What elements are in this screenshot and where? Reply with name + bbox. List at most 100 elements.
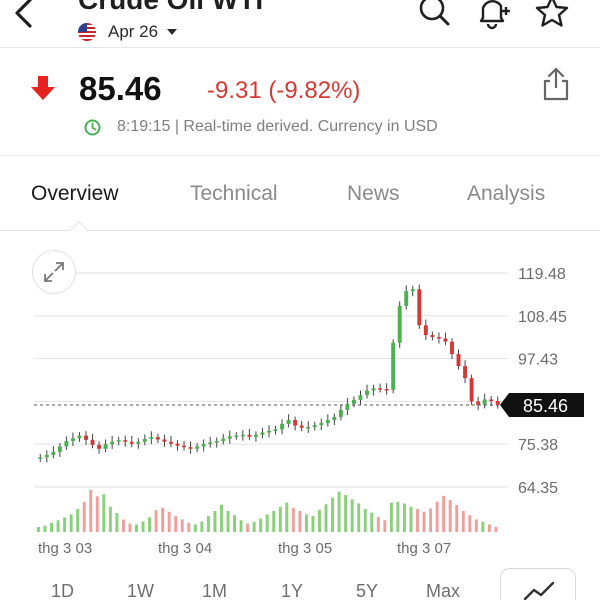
candle-body [417,289,422,326]
volume-bar [291,507,295,532]
volume-bar [344,495,348,532]
realtime-text: 8:19:15 | Real-time derived. Currency in… [117,118,438,135]
down-arrow-icon [31,76,55,100]
volume-bar [95,496,99,532]
volume-bar [448,500,452,532]
volume-bar [135,524,138,532]
candle-body [129,441,134,444]
volume-bar [233,515,236,532]
volume-bar [318,510,321,532]
x-tick-label: thg 3 04 [158,540,212,557]
candle-body [221,438,226,442]
volume-bar [141,521,145,532]
candle-body [423,325,428,336]
volume-bar [468,515,472,532]
candle-body [97,444,102,449]
volume-bar [82,501,86,532]
candle-body [77,435,82,439]
tab-technical[interactable]: Technical [190,182,278,205]
range-1w[interactable]: 1W [127,581,154,600]
candle-body [70,438,75,442]
range-max[interactable]: Max [426,581,461,600]
candle-body [84,435,88,440]
tab-analysis[interactable]: Analysis [467,182,546,205]
chevron-down-icon [167,29,178,35]
last-price: 85.46 [79,70,162,107]
volume-bar [402,503,406,532]
share-icon[interactable] [538,66,574,102]
candle-body [214,441,219,443]
volume-bar [239,520,243,532]
candle-body [116,440,121,442]
quote-summary: 85.46 -9.31 (-9.82%) 8:19:15 | Real-time… [0,48,600,156]
expand-chart-button[interactable] [32,250,76,294]
volume-bar [363,508,367,532]
volume-bar [278,506,282,532]
candle-body [371,388,376,391]
volume-bar [246,523,250,532]
candle-body [247,434,252,437]
volume-bar [219,504,223,532]
candle-body [286,420,291,424]
volume-bar [311,516,315,532]
volume-bar [272,511,276,532]
volume-bar [76,508,80,532]
price-change: -9.31 (-9.82%) [207,77,361,104]
candle-body [44,454,49,458]
tab-overview[interactable]: Overview [31,182,119,205]
candle-body [391,342,396,390]
tab-bar: Overview Technical News Analysis [0,157,600,231]
volume-bar [416,508,419,532]
volume-bar [265,514,269,532]
volume-bar [474,519,478,532]
expand-icon [44,262,64,282]
candle-body [38,457,43,459]
price-chart[interactable]: 119.48108.4597.4386.4075.3864.3585.46thg… [0,232,600,562]
candle-body [476,401,481,405]
candle-body [456,354,461,367]
candle-body [365,390,369,396]
search-icon[interactable] [416,0,452,34]
tab-news[interactable]: News [347,182,400,205]
clock-icon [84,119,101,135]
candle-body [149,437,154,440]
star-icon[interactable] [534,0,570,34]
range-1m[interactable]: 1M [202,581,228,600]
candle-body [489,399,494,402]
candle-body [169,441,173,444]
back-arrow-icon[interactable] [4,0,44,34]
y-tick-label: 97.43 [518,352,558,369]
candle-body [358,395,363,400]
candle-body [443,338,448,342]
range-5y[interactable]: 5Y [356,581,379,600]
candle-body [260,432,265,435]
candle-body [312,425,317,428]
volume-bar [331,497,335,532]
candle-body [136,441,141,444]
date-selector[interactable]: Apr 26 [78,20,178,44]
volume-bar [409,506,413,532]
chart-type-button[interactable] [500,568,576,600]
volume-bar [285,502,289,532]
volume-bar [102,494,106,532]
range-1y[interactable]: 1Y [281,581,304,600]
contract-date: Apr 26 [108,22,159,41]
candle-body [293,420,298,426]
range-1d[interactable]: 1D [51,581,75,600]
candle-body [201,444,206,447]
candle-body [123,440,128,442]
candle-body [410,289,415,292]
page-title: Crude Oil WTI [78,0,263,16]
bell-add-icon[interactable] [475,0,511,34]
y-tick-label: 108.45 [518,309,567,326]
candle-body [299,425,304,428]
volume-bar [213,511,217,532]
volume-bar [396,501,400,532]
volume-bar [69,514,73,532]
candle-body [182,445,187,448]
volume-bar [370,512,374,532]
volume-bar [174,516,178,532]
candle-body [469,378,474,402]
range-selector: 1D 1W 1M 1Y 5Y Max [0,566,600,600]
candle-body [495,401,500,406]
